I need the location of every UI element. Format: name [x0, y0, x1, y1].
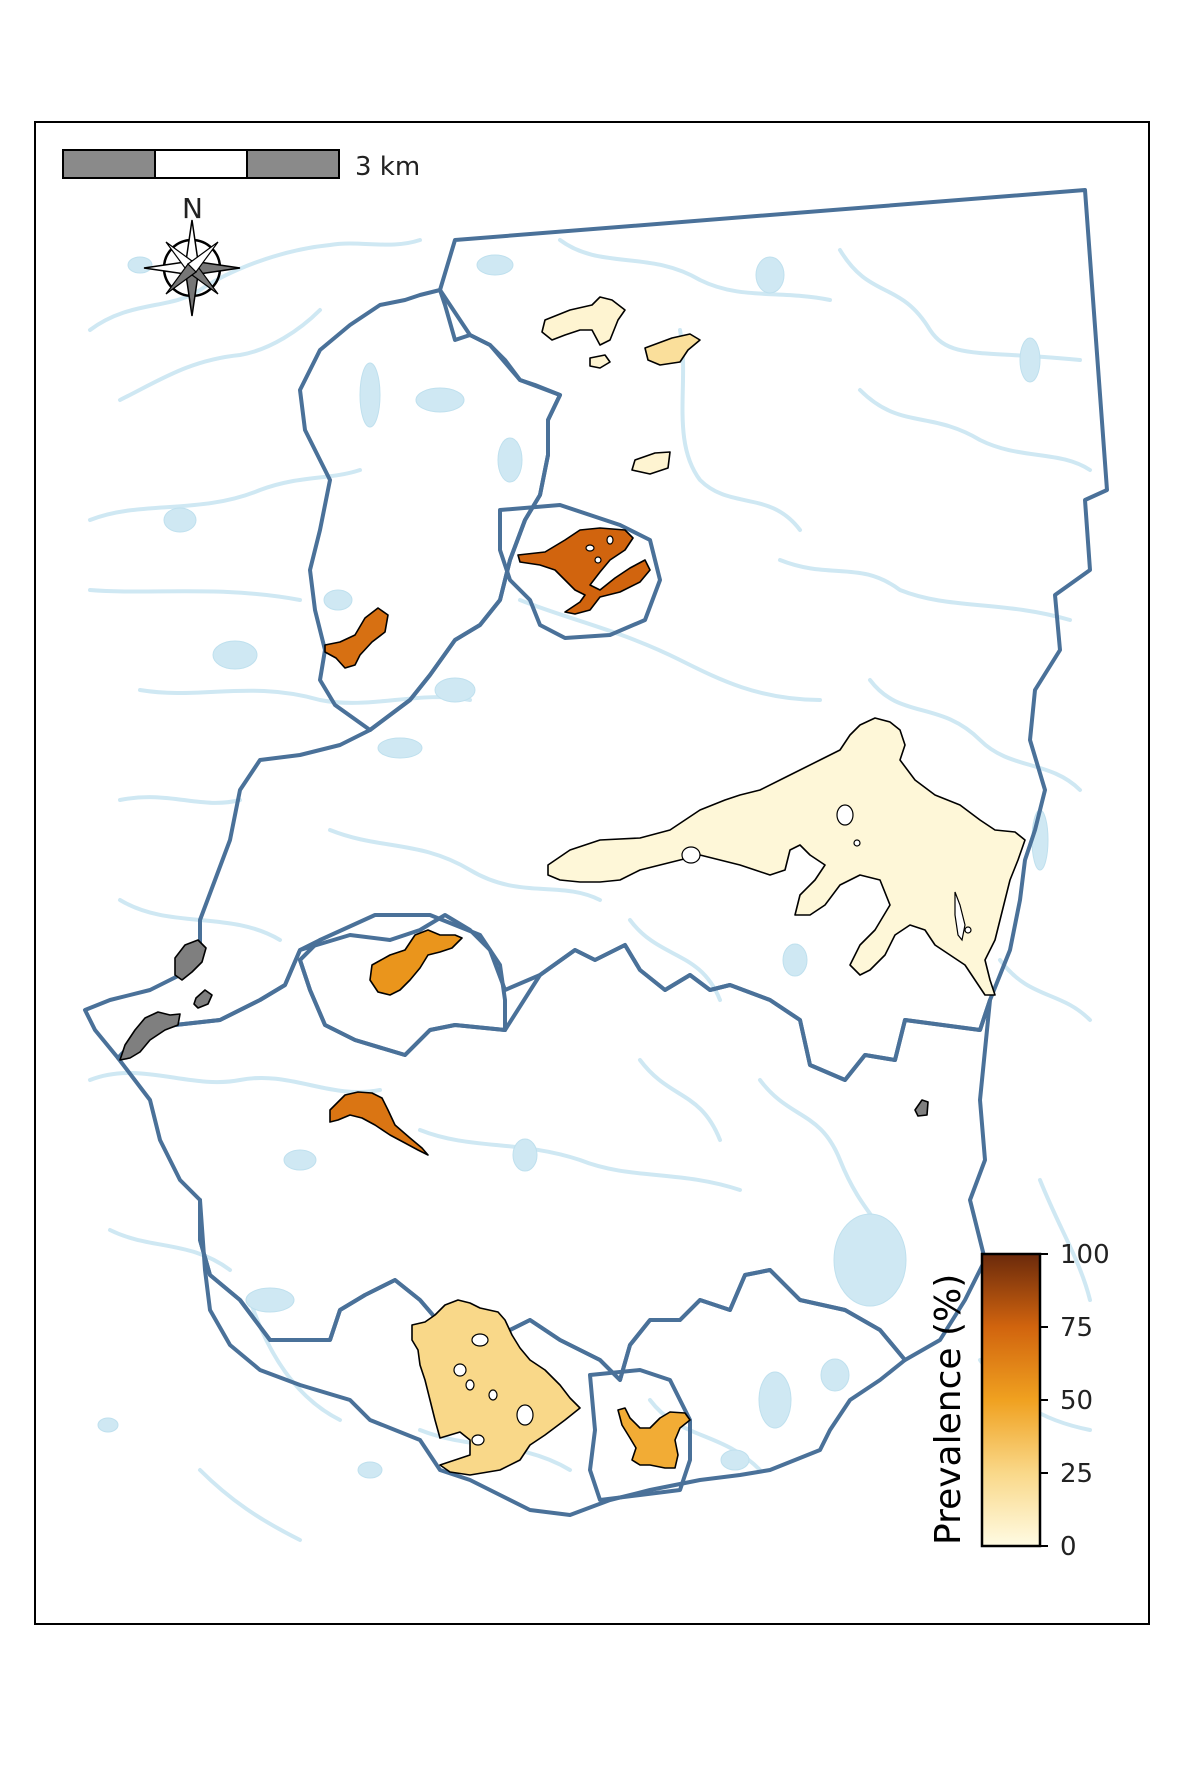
background-lakes [97, 254, 1049, 1479]
legend-tick-label: 50 [1060, 1386, 1093, 1416]
east-grey-lake[interactable] [914, 1099, 929, 1117]
catchment-far-south [198, 1198, 907, 1517]
north-lake-d[interactable] [631, 451, 671, 475]
stream-network [88, 238, 1092, 1542]
north-lake-a[interactable] [541, 296, 626, 346]
study-lakes [119, 296, 1026, 1476]
west-grey-lake-b[interactable] [119, 1011, 181, 1061]
legend-tick-label: 75 [1060, 1313, 1093, 1343]
legend: Prevalence (%) 100 75 50 25 0 [928, 1240, 1110, 1562]
legend-tick-label: 25 [1060, 1459, 1093, 1489]
scale-label: 3 km [355, 152, 420, 182]
south-west-lake[interactable] [329, 1091, 429, 1156]
legend-tick-label: 100 [1060, 1240, 1110, 1270]
north-label: N [182, 192, 203, 225]
scale-segment-1 [62, 149, 156, 179]
south-large-lake[interactable] [411, 1299, 581, 1476]
legend-title: Prevalence (%) [928, 1274, 969, 1545]
catchment-north-west [298, 288, 562, 732]
middle-lake[interactable] [369, 929, 463, 996]
north-lake-c[interactable] [589, 354, 611, 369]
west-small-lake[interactable] [324, 607, 389, 669]
legend-ticks: 100 75 50 25 0 [1040, 1240, 1110, 1562]
catchment-south-inner [588, 1368, 692, 1502]
catchment-boundaries [83, 188, 1109, 1517]
north-arrow-icon: N [143, 192, 241, 317]
scale-segment-3 [246, 149, 340, 179]
scale-bar: 3 km [62, 149, 420, 182]
catchment-inner [498, 503, 662, 640]
west-grey-lake-c[interactable] [193, 989, 213, 1009]
legend-tick-label: 0 [1060, 1532, 1077, 1562]
legend-color-bar [980, 1252, 1042, 1548]
central-branched-lake[interactable] [517, 527, 651, 615]
north-lake-b[interactable] [644, 333, 701, 366]
west-grey-lake-a[interactable] [174, 939, 207, 981]
large-east-lake[interactable] [547, 717, 1026, 996]
south-small-lake[interactable] [617, 1407, 691, 1469]
scale-segment-2 [154, 149, 248, 179]
